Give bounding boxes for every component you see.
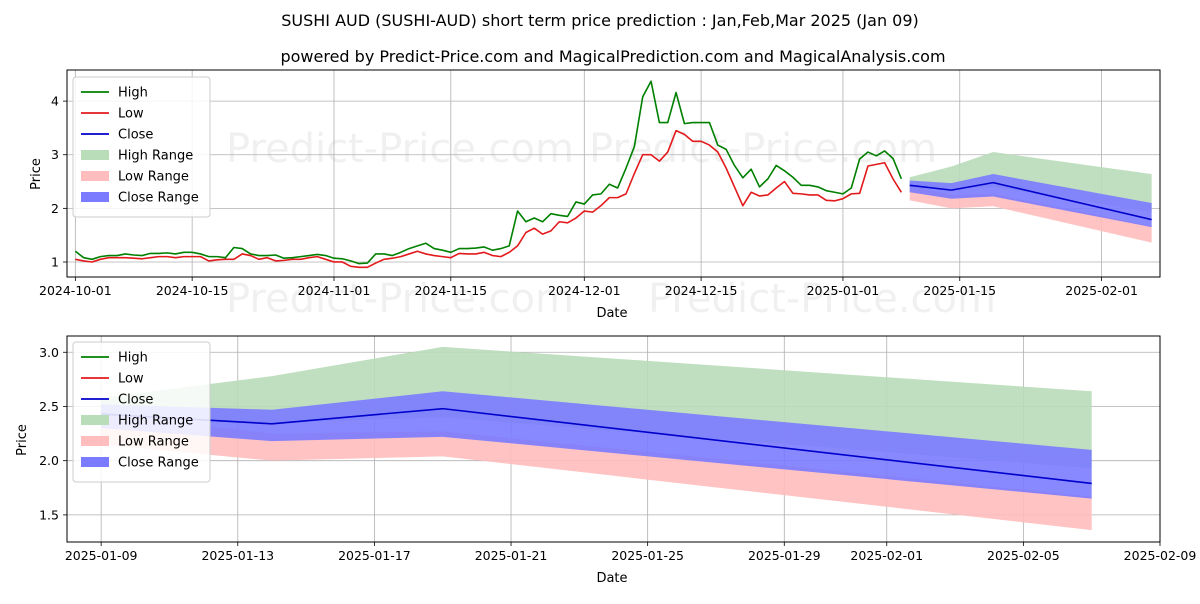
grid-lines — [67, 70, 1160, 277]
x-tick-label: 2025-01-29 — [748, 548, 821, 563]
y-tick-label: 1 — [51, 254, 59, 269]
legend-box — [72, 76, 211, 218]
watermark-text: Predict-Price.com — [226, 276, 574, 322]
plot-frame — [66, 69, 1161, 278]
x-tick-label: 2024-12-01 — [548, 283, 621, 298]
low-range-band — [101, 414, 1092, 531]
y-tick-label: 3 — [51, 147, 59, 162]
x-axis-ticks: 2025-01-09 2025-01-13 2025-01-17 2025-01-21… — [65, 542, 1197, 563]
x-tick-label: 2025-01-25 — [611, 548, 684, 563]
chart-title: SUSHI AUD (SUSHI-AUD) short term price p… — [281, 11, 919, 30]
y-axis-label: Price — [15, 424, 30, 456]
x-tick-label: 2025-01-21 — [475, 548, 548, 563]
y-tick-label: 2 — [51, 201, 59, 216]
watermark-text: Predict-Price.com — [589, 126, 937, 172]
x-axis-ticks: 2024-10-01 2024-10-15 2024-11-01 2024-11-15… — [39, 277, 1138, 298]
legend: High Low Close High Range Low Range Close Ran… — [72, 341, 211, 483]
x-tick-label: 2024-10-01 — [39, 283, 112, 298]
legend-swatch — [81, 150, 109, 160]
legend-label: Low — [118, 372, 144, 387]
x-tick-label: 2025-02-05 — [987, 548, 1060, 563]
high-line — [74, 80, 903, 265]
y-axis-ticks: 1 2 3 4 — [51, 94, 67, 269]
legend-swatch — [81, 436, 109, 446]
close-range-band — [101, 391, 1092, 499]
range-fills — [101, 346, 1092, 531]
x-axis-label: Date — [596, 571, 627, 586]
legend-label: High — [118, 351, 148, 366]
legend-label: Close — [118, 393, 153, 408]
legend-box — [72, 341, 211, 483]
legend-swatch — [81, 457, 109, 467]
x-tick-label: 2025-01-01 — [807, 283, 880, 298]
x-tick-label: 2025-01-13 — [201, 548, 274, 563]
low-range-band — [909, 185, 1152, 243]
legend-label: Low — [118, 107, 144, 122]
x-tick-label: 2024-10-15 — [156, 283, 229, 298]
watermark-text: Predict-Price.com — [648, 276, 996, 322]
y-tick-label: 1.5 — [39, 507, 59, 522]
series-lines — [74, 80, 1152, 269]
legend-swatch — [81, 415, 109, 425]
close-line — [909, 181, 1152, 221]
legend-label: Low Range — [118, 170, 189, 185]
watermark-text: Predict-Price.com — [226, 126, 574, 172]
chart-subtitle: powered by Predict-Price.com and Magical… — [280, 47, 945, 66]
x-tick-label: 2025-02-01 — [850, 548, 923, 563]
legend-label: Close Range — [118, 191, 199, 206]
x-tick-label: 2024-12-15 — [665, 283, 738, 298]
legend-swatch — [81, 192, 109, 202]
legend-label: High Range — [118, 149, 193, 164]
legend-label: High Range — [118, 414, 193, 429]
legend-label: Close — [118, 128, 153, 143]
x-axis-label: Date — [596, 306, 627, 321]
plot-frame — [66, 335, 1161, 543]
y-tick-label: 2.5 — [39, 399, 59, 414]
x-tick-label: 2025-01-09 — [65, 548, 138, 563]
y-tick-label: 3.0 — [39, 345, 59, 360]
y-tick-label: 2.0 — [39, 453, 59, 468]
x-tick-label: 2025-02-09 — [1124, 548, 1197, 563]
low-line — [75, 129, 903, 269]
prediction-panel: 2025-01-09 2025-01-13 2025-01-17 2025-01-21… — [15, 335, 1197, 586]
legend-label: Low Range — [118, 435, 189, 450]
y-tick-label: 4 — [51, 94, 59, 109]
x-tick-label: 2024-11-15 — [414, 283, 487, 298]
legend: High Low Close High Range Low Range Close Ran… — [72, 76, 211, 218]
legend-label: High — [118, 86, 148, 101]
x-tick-label: 2025-02-01 — [1065, 283, 1138, 298]
historical-panel: Predict-Price.com Predict-Price.com Pred… — [29, 69, 1161, 322]
x-tick-label: 2025-01-17 — [338, 548, 411, 563]
x-tick-label: 2025-01-15 — [923, 283, 996, 298]
y-axis-ticks: 1.5 2.0 2.5 3.0 — [39, 345, 67, 522]
y-axis-label: Price — [29, 158, 44, 190]
x-tick-label: 2024-11-01 — [298, 283, 371, 298]
legend-label: Close Range — [118, 456, 199, 471]
legend-swatch — [81, 171, 109, 181]
range-fills — [909, 152, 1152, 243]
